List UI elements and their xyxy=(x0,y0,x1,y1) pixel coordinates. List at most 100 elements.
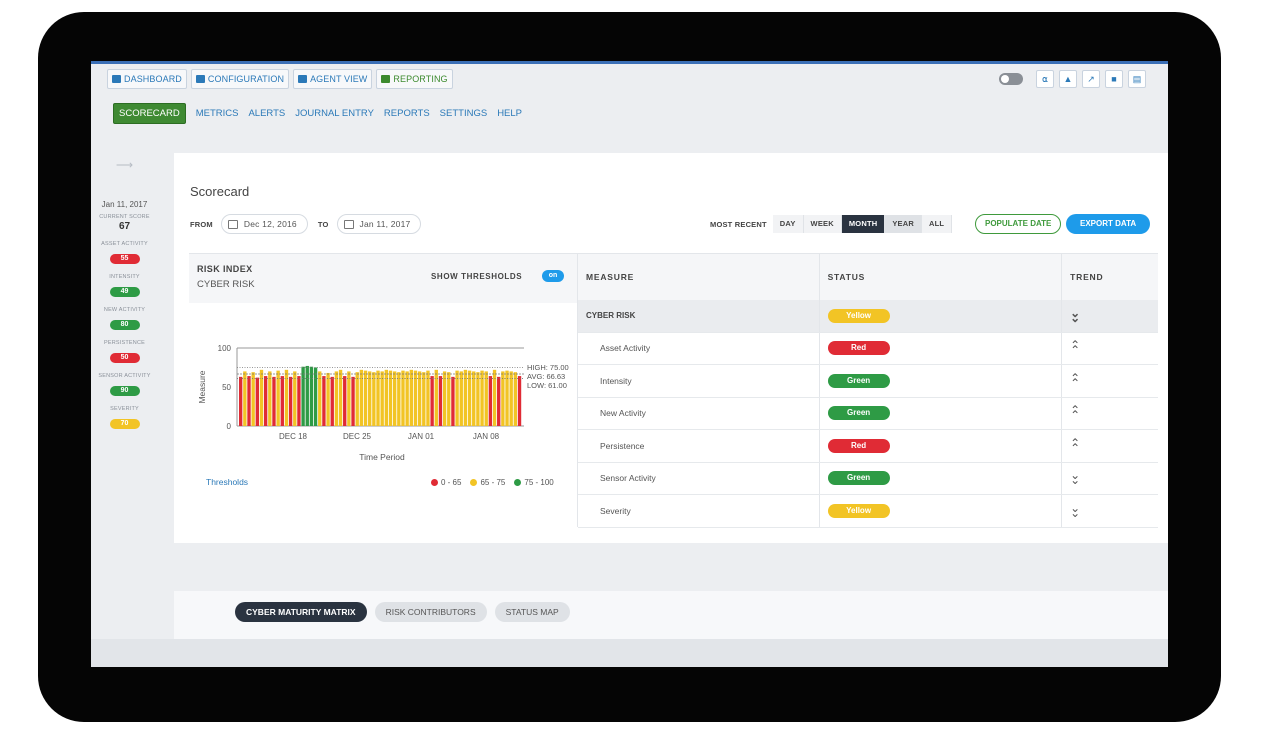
sidebar-metric[interactable]: ASSET ACTIVITY 55 xyxy=(91,241,158,265)
bar xyxy=(397,372,401,426)
bar xyxy=(318,371,322,426)
bottom-tab-bar: CYBER MATURITY MATRIX RISK CONTRIBUTORS … xyxy=(174,591,1168,639)
nav-reporting-label: REPORTING xyxy=(393,74,448,84)
table-row[interactable]: CYBER RISK Yellow ⌄ ⌄ xyxy=(578,300,1158,333)
bar xyxy=(447,372,451,426)
legend-red-dot xyxy=(431,479,438,486)
table-row[interactable]: Intensity Green ⌃ ⌃ xyxy=(578,365,1158,398)
to-date-value: Jan 11, 2017 xyxy=(359,219,411,229)
trend-cell: ⌄ ⌄ xyxy=(1062,463,1158,495)
measure-header: MEASURE xyxy=(578,254,820,300)
bar xyxy=(247,376,251,426)
bar xyxy=(288,376,293,426)
range-day[interactable]: DAY xyxy=(772,215,804,233)
populate-date-button[interactable]: POPULATE DATE xyxy=(975,214,1062,234)
date-range-row: FROM Dec 12, 2016 TO Jan 11, 2017 xyxy=(190,214,422,234)
sidebar-metric[interactable]: SEVERITY 70 xyxy=(91,406,158,430)
from-label: FROM xyxy=(190,219,213,229)
most-recent-label: MOST RECENT xyxy=(710,219,767,229)
mode-toggle[interactable] xyxy=(999,73,1023,85)
sidebar-metric[interactable]: INTENSITY 49 xyxy=(91,274,158,298)
sidebar-metric-value: 50 xyxy=(109,353,140,363)
nav-configuration[interactable]: CONFIGURATION xyxy=(190,69,290,89)
x-tick-label: DEC 18 xyxy=(279,432,308,441)
bar xyxy=(372,372,376,426)
to-date-field[interactable]: Jan 11, 2017 xyxy=(336,214,422,234)
table-row[interactable]: Asset Activity Red ⌃ ⌃ xyxy=(578,332,1158,365)
sidebar-metric-value: 80 xyxy=(109,320,140,330)
threshold-stat-label: AVG: 66.63 xyxy=(527,372,565,381)
subnav-journal-entry[interactable]: JOURNAL ENTRY xyxy=(295,108,374,119)
bar xyxy=(455,370,459,426)
trend-cell: ⌄ ⌄ xyxy=(1062,300,1158,332)
subnav-alerts[interactable]: ALERTS xyxy=(248,108,286,119)
range-all[interactable]: ALL xyxy=(922,215,953,233)
measure-cell: CYBER RISK xyxy=(578,300,820,332)
score-sidebar: ⟶ Jan 11, 2017 CURRENT SCORE 67 ASSET AC… xyxy=(91,150,158,640)
sidebar-metric[interactable]: PERSISTENCE 50 xyxy=(91,340,158,364)
nav-dashboard[interactable]: DASHBOARD xyxy=(107,69,187,89)
tab-status-map[interactable]: STATUS MAP xyxy=(494,602,570,622)
tab-risk-contributors[interactable]: RISK CONTRIBUTORS xyxy=(374,602,487,622)
status-badge: Green xyxy=(827,373,890,388)
sidebar-metric[interactable]: SENSOR ACTIVITY 90 xyxy=(91,373,158,397)
bar xyxy=(309,366,314,426)
y-axis-label: Measure xyxy=(197,370,207,403)
collapse-arrow-icon[interactable]: ⟶ xyxy=(115,158,134,172)
bar xyxy=(263,376,268,426)
table-row[interactable]: Sensor Activity Green ⌄ ⌄ xyxy=(578,462,1158,495)
network-icon[interactable]: ▲ xyxy=(1059,70,1077,88)
show-thresholds-toggle[interactable]: on xyxy=(542,270,564,282)
table-row[interactable]: Persistence Red ⌃ ⌃ xyxy=(578,430,1158,463)
status-cell: Red xyxy=(820,430,1063,462)
bar xyxy=(401,370,405,426)
bar xyxy=(293,371,297,426)
measure-cell: New Activity xyxy=(578,397,820,429)
toolbar-right: ⍺ ▲ ↗ ■ ▤ xyxy=(999,70,1146,88)
subnav-help[interactable]: HELP xyxy=(497,108,523,119)
nav-agent-view[interactable]: AGENT VIEW xyxy=(293,69,373,89)
bar xyxy=(492,369,497,426)
tab-cyber-maturity-matrix[interactable]: CYBER MATURITY MATRIX xyxy=(235,602,367,622)
subnav-reports[interactable]: REPORTS xyxy=(383,108,430,119)
bar xyxy=(272,376,276,426)
double-chevron-up-icon: ⌃ ⌃ xyxy=(1070,403,1081,423)
legend-item: 65 - 75 xyxy=(470,478,505,487)
status-badge: Green xyxy=(827,471,890,486)
bar xyxy=(280,376,284,426)
bar xyxy=(417,371,422,426)
dashboard-icon xyxy=(112,75,121,83)
sidebar-metric-value: 55 xyxy=(109,254,140,264)
table-row[interactable]: Severity Yellow ⌄ ⌄ xyxy=(578,495,1158,528)
document-icon[interactable]: ▤ xyxy=(1128,70,1146,88)
sub-nav: SCORECARD METRICS ALERTS JOURNAL ENTRY R… xyxy=(113,103,522,124)
thresholds-link[interactable]: Thresholds xyxy=(206,477,249,487)
agent-view-icon xyxy=(298,75,308,83)
sidebar-metric-value: 70 xyxy=(109,419,140,429)
nav-reporting[interactable]: REPORTING xyxy=(376,69,453,89)
double-chevron-up-icon: ⌃ ⌃ xyxy=(1070,370,1081,390)
range-week[interactable]: WEEK xyxy=(803,215,842,233)
export-data-button[interactable]: EXPORT DATA xyxy=(1066,214,1151,234)
range-year[interactable]: YEAR xyxy=(885,215,922,233)
sidebar-metric-value: 90 xyxy=(109,386,140,396)
subnav-metrics[interactable]: METRICS xyxy=(195,108,239,119)
measure-cell: Sensor Activity xyxy=(578,462,820,494)
legend-red-label: 0 - 65 xyxy=(441,478,462,487)
measure-table: MEASURE STATUS TREND CYBER RISK Yellow ⌄ ⌄ A… xyxy=(577,253,1158,528)
legend-item: 75 - 100 xyxy=(514,478,554,487)
bar xyxy=(430,376,434,426)
bar xyxy=(239,376,243,426)
subnav-settings[interactable]: SETTINGS xyxy=(439,108,488,119)
sidebar-metric[interactable]: NEW ACTIVITY 80 xyxy=(91,307,158,331)
bar xyxy=(513,372,518,426)
table-body: CYBER RISK Yellow ⌄ ⌄ Asset Activity Red ⌃ ⌃ Int… xyxy=(578,300,1158,528)
from-date-field[interactable]: Dec 12, 2016 xyxy=(220,214,308,234)
trend-icon[interactable]: ↗ xyxy=(1082,70,1100,88)
top-nav: DASHBOARD CONFIGURATION AGENT VIEW REPOR… xyxy=(107,69,453,89)
subnav-scorecard[interactable]: SCORECARD xyxy=(113,103,186,124)
headset-icon[interactable]: ⍺ xyxy=(1036,70,1054,88)
table-row[interactable]: New Activity Green ⌃ ⌃ xyxy=(578,397,1158,430)
chat-icon[interactable]: ■ xyxy=(1105,70,1123,88)
range-month[interactable]: MONTH xyxy=(841,215,886,233)
